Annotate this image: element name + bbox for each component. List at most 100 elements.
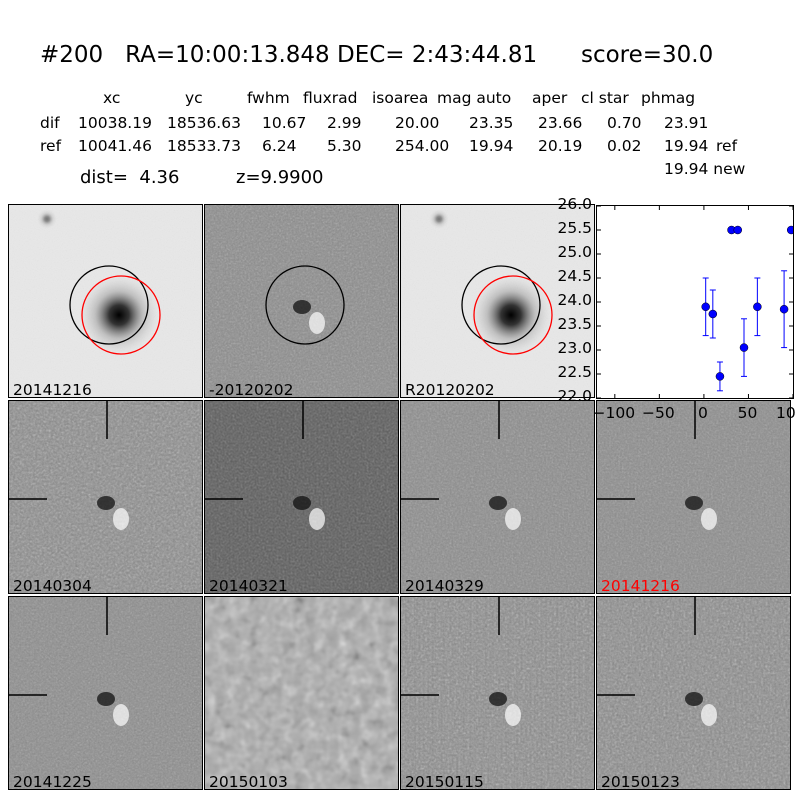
row-value: 23.91 bbox=[664, 114, 709, 132]
aperture-circle bbox=[265, 265, 345, 345]
panel-date-label: 20140304 bbox=[13, 577, 92, 594]
column-header: isoarea bbox=[372, 89, 429, 107]
light-curve-plot bbox=[596, 205, 796, 399]
panel-image bbox=[205, 401, 398, 593]
column-header: phmag bbox=[641, 89, 696, 107]
panel-image bbox=[401, 401, 594, 593]
y-tick-label: 25.0 bbox=[557, 243, 592, 261]
dark-residual bbox=[489, 692, 507, 706]
row-label: ref bbox=[40, 137, 62, 155]
panel-date-label: 20141216 bbox=[13, 381, 92, 398]
image-panel: 20150115 bbox=[400, 596, 595, 790]
column-header: fwhm bbox=[247, 89, 290, 107]
x-tick-label: 0 bbox=[697, 404, 708, 422]
panel-date-label: 20150115 bbox=[405, 773, 484, 790]
panel-date-label: -20120202 bbox=[209, 381, 294, 398]
y-tick-label: 26.0 bbox=[557, 195, 592, 213]
bright-residual bbox=[113, 704, 129, 726]
column-header: mag auto bbox=[437, 89, 512, 107]
row-value: 18533.73 bbox=[167, 137, 241, 155]
data-point bbox=[733, 225, 743, 235]
row-value: 6.24 bbox=[262, 137, 297, 155]
phmag-new: 19.94 new bbox=[664, 160, 746, 178]
panel-image bbox=[9, 597, 202, 789]
dark-residual bbox=[489, 496, 507, 510]
panel-image bbox=[205, 597, 398, 789]
image-panel: -20120202 bbox=[204, 204, 399, 398]
data-point bbox=[715, 372, 725, 381]
row-value: 0.02 bbox=[607, 137, 642, 155]
y-tick-label: 22.0 bbox=[557, 387, 592, 405]
aperture-circle bbox=[473, 275, 553, 355]
panel-image bbox=[205, 205, 398, 397]
column-header: fluxrad bbox=[303, 89, 358, 107]
faint-source bbox=[37, 209, 57, 229]
dark-residual bbox=[293, 300, 311, 314]
dark-residual bbox=[97, 496, 115, 510]
row-value: 254.00 bbox=[395, 137, 450, 155]
data-point bbox=[701, 302, 710, 312]
panel-image bbox=[597, 401, 790, 593]
bright-residual bbox=[113, 508, 129, 530]
panel-date-label: 20140321 bbox=[209, 577, 288, 594]
row-value: 0.70 bbox=[607, 114, 642, 132]
bright-residual bbox=[505, 508, 521, 530]
image-panel: 20141225 bbox=[8, 596, 203, 790]
row-suffix: ref bbox=[716, 137, 738, 155]
row-value: 19.94 bbox=[469, 137, 514, 155]
y-tick-label: 25.5 bbox=[557, 219, 592, 237]
row-value: 18536.63 bbox=[167, 114, 241, 132]
faint-source bbox=[429, 209, 449, 229]
x-tick-label: 100 bbox=[776, 404, 796, 422]
x-tick-label: 50 bbox=[737, 404, 758, 422]
bright-residual bbox=[309, 508, 325, 530]
image-panel: 20150103 bbox=[204, 596, 399, 790]
column-header: yc bbox=[185, 89, 203, 107]
row-value: 2.99 bbox=[327, 114, 362, 132]
row-value: 10038.19 bbox=[78, 114, 152, 132]
image-panel: R20120202 bbox=[400, 204, 595, 398]
panel-date-label: 20140329 bbox=[405, 577, 484, 594]
panel-date-label: 20141225 bbox=[13, 773, 92, 790]
dark-residual bbox=[293, 496, 311, 510]
data-point bbox=[786, 225, 796, 235]
row-label: dif bbox=[40, 114, 60, 132]
page-title: #200 RA=10:00:13.848 DEC= 2:43:44.81 sco… bbox=[40, 42, 714, 68]
image-panel: 20140329 bbox=[400, 400, 595, 594]
dark-residual bbox=[97, 692, 115, 706]
source-blob bbox=[79, 275, 159, 355]
aperture-circle bbox=[461, 265, 541, 345]
x-tick-label: −50 bbox=[642, 404, 675, 422]
panel-date-label: 20150103 bbox=[209, 773, 288, 790]
column-header: aper bbox=[532, 89, 568, 107]
y-tick-label: 24.5 bbox=[557, 267, 592, 285]
row-value: 20.19 bbox=[538, 137, 583, 155]
panel-image bbox=[401, 597, 594, 789]
light-curve-svg bbox=[597, 205, 796, 399]
data-point bbox=[708, 309, 718, 319]
bright-residual bbox=[505, 704, 521, 726]
row-value: 5.30 bbox=[327, 137, 362, 155]
y-tick-label: 23.0 bbox=[557, 339, 592, 357]
data-point bbox=[739, 343, 749, 352]
data-point bbox=[779, 304, 789, 314]
dark-residual bbox=[685, 692, 703, 706]
bright-residual bbox=[309, 312, 325, 334]
row-value: 10041.46 bbox=[78, 137, 152, 155]
aperture-circle bbox=[69, 265, 149, 345]
z-label: z=9.9900 bbox=[236, 167, 324, 188]
image-panel: 20141216 bbox=[8, 204, 203, 398]
row-value: 23.35 bbox=[469, 114, 514, 132]
source-blob bbox=[471, 275, 551, 355]
y-tick-label: 23.5 bbox=[557, 315, 592, 333]
panel-date-label: 20150123 bbox=[601, 773, 680, 790]
image-panel: 20150123 bbox=[596, 596, 791, 790]
panel-date-label: 20141216 bbox=[601, 577, 680, 594]
bright-residual bbox=[701, 508, 717, 530]
x-tick-label: −100 bbox=[592, 404, 636, 422]
image-panel: 20141216 bbox=[596, 400, 791, 594]
image-panel: 20140321 bbox=[204, 400, 399, 594]
aperture-circle bbox=[81, 275, 161, 355]
image-panel: 20140304 bbox=[8, 400, 203, 594]
y-tick-label: 24.0 bbox=[557, 291, 592, 309]
